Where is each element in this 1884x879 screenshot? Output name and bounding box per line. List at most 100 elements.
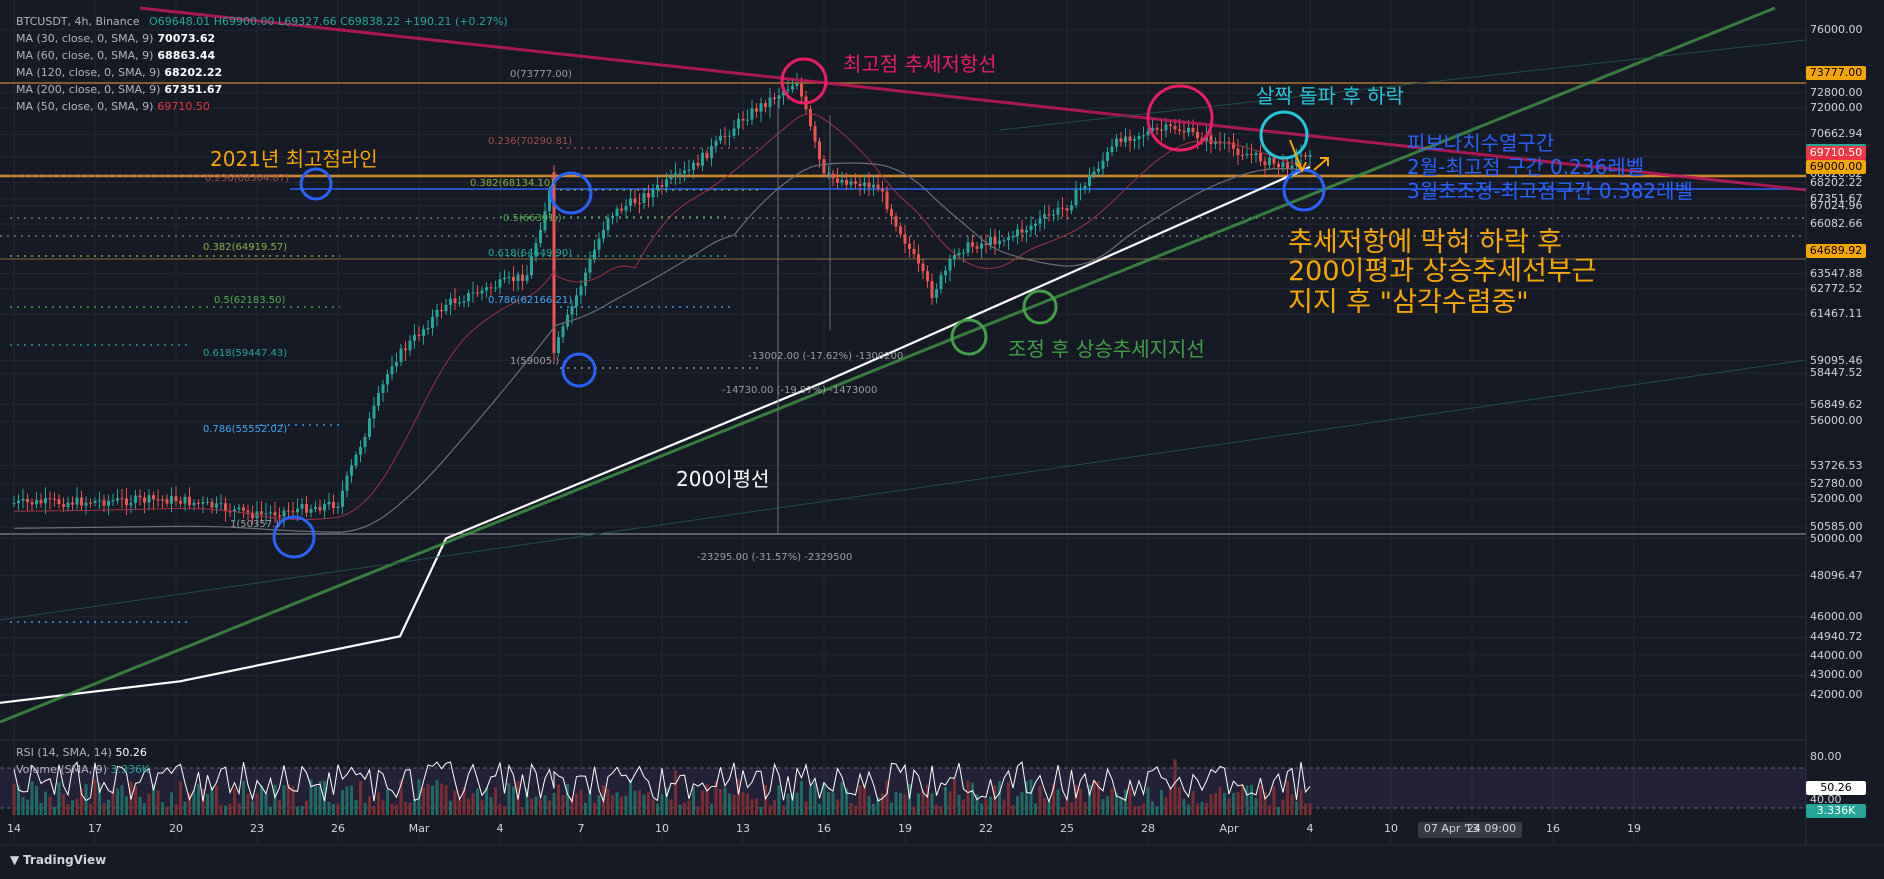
candle-body	[21, 498, 25, 501]
candle-body	[710, 146, 713, 159]
indicator-value: 69710.50	[157, 100, 210, 113]
candle-body	[1259, 152, 1262, 162]
rsi-legend-row[interactable]: RSI (14, SMA, 14) 50.26	[16, 744, 149, 761]
candle-body	[417, 334, 421, 337]
candle-body	[1182, 130, 1186, 133]
candle-body	[197, 502, 200, 504]
resistance-trendline[interactable]	[139, 6, 1807, 192]
candle-body	[152, 495, 155, 500]
volume-bar	[377, 792, 380, 815]
volume-bar	[1232, 793, 1235, 815]
candle-body	[656, 185, 659, 190]
candle-body	[1016, 229, 1019, 237]
volume-bar	[1241, 784, 1244, 815]
volume-bar	[453, 790, 457, 815]
annotation-fib-line2: 3월초조정-최고점구간 0.382레벨	[1407, 179, 1693, 203]
indicator-ma60[interactable]: MA (60, close, 0, SMA, 9) 68863.44	[16, 47, 508, 64]
volume-label: Volume (SMA, 9)	[16, 763, 107, 776]
volume-bar	[818, 803, 821, 815]
volume-bar	[152, 783, 155, 815]
volume-bar	[264, 793, 268, 815]
volume-bar	[1218, 787, 1222, 815]
volume-bar	[696, 806, 700, 815]
price-axis-label: 48096.47	[1810, 568, 1863, 582]
candle-body	[912, 248, 916, 255]
volume-bar	[777, 785, 781, 815]
volume-bar	[273, 784, 277, 815]
volume-bar	[804, 801, 808, 815]
branding-text: TradingView	[23, 853, 107, 867]
date-axis-label: 13	[736, 822, 750, 835]
annotation-summary-3: 지지 후 "삼각수렴중"	[1288, 287, 1529, 318]
candle-body	[246, 510, 250, 513]
candle-body	[264, 513, 268, 515]
measure-label-1: -13002.00 (-17.62%) -1300200	[748, 351, 904, 362]
candle-body	[1056, 207, 1060, 215]
volume-bar	[593, 803, 596, 815]
volume-bar	[192, 790, 196, 815]
volume-bar	[863, 785, 866, 815]
candle-body	[678, 173, 682, 175]
candle-body	[170, 496, 173, 504]
indicator-ma50[interactable]: MA (50, close, 0, SMA, 9) 69710.50	[16, 98, 508, 115]
date-axis-label: 19	[1627, 822, 1641, 835]
candle-body	[372, 405, 376, 419]
candle-body	[39, 500, 43, 504]
volume-bar	[26, 799, 29, 815]
candle-body	[773, 97, 776, 99]
candle-body	[399, 348, 403, 363]
candle-body	[1083, 185, 1087, 189]
volume-bar	[552, 792, 556, 815]
symbol-label[interactable]: BTCUSDT, 4h, Binance	[16, 15, 140, 28]
candle-body	[71, 502, 74, 505]
candle-body	[1272, 157, 1276, 164]
volume-bar	[827, 792, 830, 815]
candle-body	[584, 272, 587, 286]
candle-body	[696, 162, 700, 166]
candle-body	[390, 366, 394, 375]
indicator-ma30[interactable]: MA (30, close, 0, SMA, 9) 70073.62	[16, 30, 508, 47]
volume-bar	[224, 805, 227, 815]
volume-bar	[1079, 788, 1082, 815]
candle-body	[422, 329, 425, 337]
indicator-ma120[interactable]: MA (120, close, 0, SMA, 9) 68202.22	[16, 64, 508, 81]
volume-bar	[327, 801, 331, 815]
price-tag: 73777.00	[1806, 66, 1866, 81]
volume-bar	[1119, 797, 1123, 815]
volume-bar	[1209, 794, 1213, 815]
candle-body	[813, 126, 817, 142]
volume-bar	[1007, 782, 1010, 815]
indicator-value: 67351.67	[164, 83, 223, 96]
indicator-label: MA (50, close, 0, SMA, 9)	[16, 100, 154, 113]
candle-body	[570, 306, 574, 315]
candle-body	[741, 118, 745, 121]
candle-body	[1115, 138, 1118, 147]
candle-body	[768, 97, 772, 108]
up-arrow	[1313, 157, 1329, 171]
fib-left-05: 0.5(62183.50)	[214, 295, 286, 306]
volume-bar	[287, 784, 290, 815]
volume-bar	[624, 795, 628, 815]
candle-body	[903, 234, 907, 244]
candle-body	[89, 502, 92, 504]
candle-body	[62, 503, 65, 507]
candle-body	[602, 230, 605, 239]
tradingview-logo[interactable]: ▼ TradingView	[10, 853, 106, 867]
volume-bar	[998, 780, 1001, 815]
annotation-2021-peak: 2021년 최고점라인	[210, 147, 378, 171]
candle-body	[287, 510, 290, 512]
volume-legend-row[interactable]: Volume (SMA, 9) 3.336K	[16, 761, 149, 778]
candle-body	[1052, 214, 1055, 216]
candle-body	[1061, 207, 1064, 209]
date-axis-label: 25	[1060, 822, 1074, 835]
volume-bar	[1124, 789, 1127, 815]
candle-body	[849, 181, 853, 185]
volume-bar	[782, 805, 785, 815]
support-trendline[interactable]	[0, 6, 1776, 724]
candle-body	[782, 90, 785, 96]
volume-bar	[156, 790, 160, 815]
candle-body	[1214, 142, 1217, 145]
indicator-ma200[interactable]: MA (200, close, 0, SMA, 9) 67351.67	[16, 81, 508, 98]
volume-bar	[1137, 805, 1141, 815]
